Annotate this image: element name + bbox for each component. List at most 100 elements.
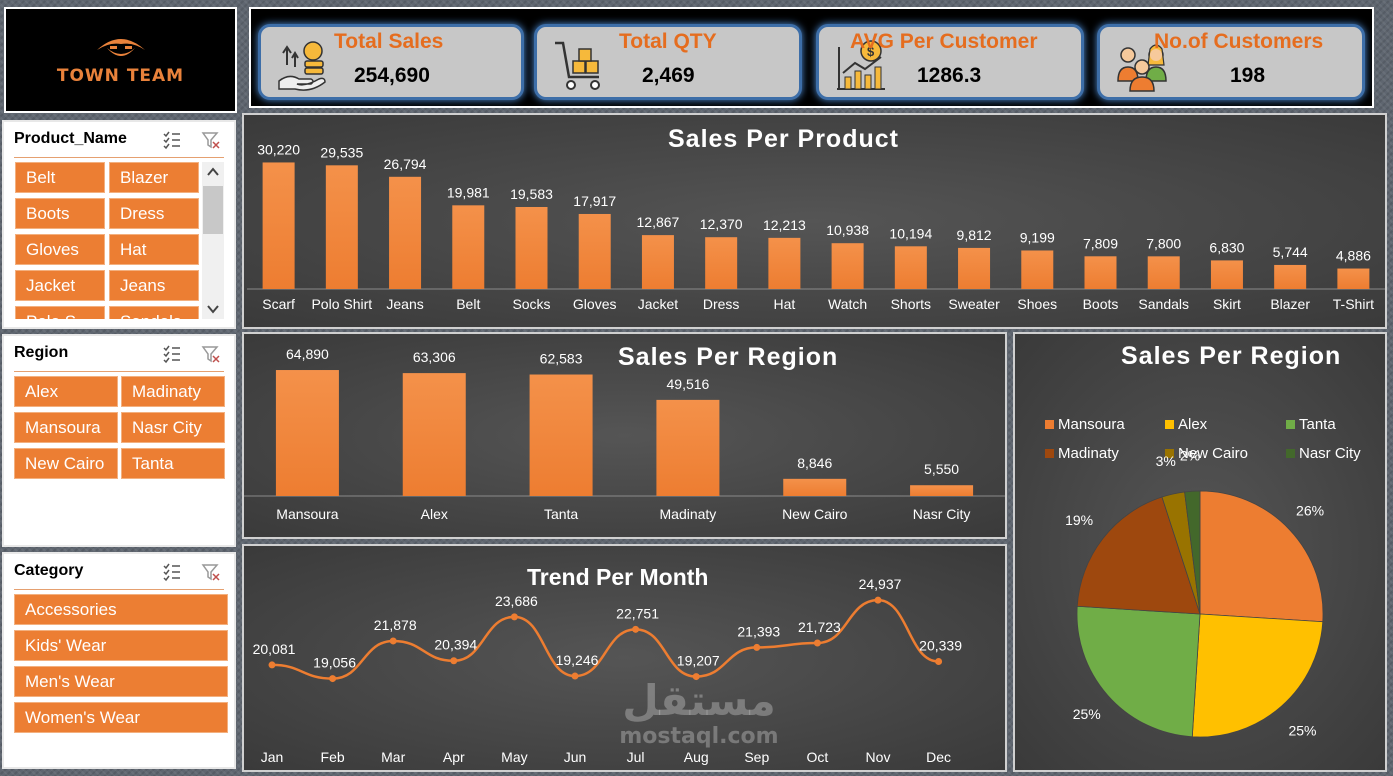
x-tick-label: Mar — [381, 749, 405, 765]
legend-swatch-madinaty — [1045, 449, 1054, 458]
data-label: 9,199 — [1020, 229, 1055, 245]
chevron-up-icon[interactable] — [207, 167, 219, 177]
kpi-title: Total Sales — [334, 30, 444, 53]
multi-select-icon[interactable] — [162, 130, 182, 150]
cart-boxes-icon — [555, 41, 600, 90]
slicer-item-madinaty[interactable]: Madinaty — [121, 376, 225, 407]
slicer-item-nasr-city[interactable]: Nasr City — [121, 412, 225, 443]
legend-swatch-alex — [1165, 420, 1174, 429]
chart-coin-icon: $ — [837, 40, 885, 90]
data-label: 20,339 — [919, 637, 962, 653]
slicer-item-jeans[interactable]: Jeans — [109, 270, 199, 301]
data-label: 21,878 — [374, 617, 417, 633]
slicer-item-sandals[interactable]: Sandals — [109, 306, 199, 319]
bar-alex — [402, 373, 466, 496]
bar-jeans — [389, 176, 422, 289]
sales-money-icon — [278, 41, 326, 91]
x-tick-label: T-Shirt — [1333, 296, 1374, 312]
sales-per-product-panel: 30,220 Scarf 29,535 Polo Shirt 26,794 Jeans 19… — [242, 113, 1387, 329]
data-label: 20,394 — [434, 637, 477, 653]
slicer-item-dress[interactable]: Dress — [109, 198, 199, 229]
slice-label: 25% — [1288, 722, 1316, 738]
bar-boots — [1084, 256, 1117, 289]
data-point — [692, 673, 700, 681]
slicer-item-hat[interactable]: Hat — [109, 234, 199, 265]
x-tick-label: Watch — [828, 296, 867, 312]
slicer-item-polo-shirt[interactable]: Polo S — [15, 306, 105, 319]
x-tick-label: Shoes — [1017, 296, 1057, 312]
data-label: 12,370 — [700, 216, 743, 232]
pie-slice-alex — [1191, 613, 1324, 738]
slicer-item-womens-wear[interactable]: Women's Wear — [14, 702, 228, 733]
bar-shoes — [1021, 250, 1054, 289]
data-label: 64,890 — [286, 346, 329, 362]
bar-sweater — [958, 247, 991, 289]
scrollbar-thumb[interactable] — [203, 186, 223, 234]
legend-label: Tanta — [1299, 416, 1336, 433]
data-label: 17,917 — [573, 193, 616, 209]
slicer-item-alex[interactable]: Alex — [14, 376, 118, 407]
slicer-item-blazer[interactable]: Blazer — [109, 162, 199, 193]
kpi-card-total-qty: Total QTY 2,469 — [534, 24, 802, 100]
slicer-item-boots[interactable]: Boots — [15, 198, 105, 229]
x-tick-label: Shorts — [891, 296, 931, 312]
slicer-item-gloves[interactable]: Gloves — [15, 234, 105, 265]
trend-line — [271, 598, 939, 680]
chevron-down-icon[interactable] — [207, 304, 219, 314]
bar-hat — [768, 237, 801, 289]
data-label: 24,937 — [859, 576, 902, 592]
slicer-item-kids-wear[interactable]: Kids' Wear — [14, 630, 228, 661]
sales-per-region-pie-chart: Mansoura Alex Tanta Madinaty New Cairo Nasr C… — [1045, 416, 1361, 738]
bar-new-cairo — [783, 478, 847, 496]
x-tick-label: Scarf — [262, 296, 295, 312]
data-point — [874, 596, 882, 604]
pie-slice-madinaty — [1076, 496, 1201, 615]
bar-polo-shirt — [325, 165, 358, 289]
slicer-scrollbar[interactable] — [202, 162, 224, 319]
data-label: 10,194 — [889, 225, 932, 241]
slicer-header: Region — [14, 344, 69, 361]
x-tick-label: Tanta — [544, 506, 578, 522]
slicer-item-mansoura[interactable]: Mansoura — [14, 412, 118, 443]
bar-sandals — [1147, 256, 1180, 289]
x-tick-label: Jul — [627, 749, 645, 765]
data-label: 9,812 — [957, 227, 992, 243]
region-slicer: Region Alex Madinaty Mansoura Nasr City … — [2, 334, 236, 547]
clear-filter-icon[interactable] — [201, 344, 221, 364]
x-tick-label: Dec — [926, 749, 951, 765]
multi-select-icon[interactable] — [162, 562, 182, 582]
kpi-value: 254,690 — [354, 64, 430, 87]
kpi-title: No.of Customers — [1154, 30, 1324, 53]
x-tick-label: Alex — [421, 506, 448, 522]
slicer-item-accessories[interactable]: Accessories — [14, 594, 228, 625]
x-tick-label: Sandals — [1138, 296, 1189, 312]
data-label: 62,583 — [540, 351, 583, 367]
slicer-item-mens-wear[interactable]: Men's Wear — [14, 666, 228, 697]
clear-filter-icon[interactable] — [201, 130, 221, 150]
slicer-divider — [14, 589, 224, 590]
slicer-item-tanta[interactable]: Tanta — [121, 448, 225, 479]
trend-per-month-panel: 20,081 Jan 19,056 Feb 21,878 Mar 20,394 Apr 23,6… — [242, 544, 1007, 772]
logo-mark-icon — [96, 39, 145, 56]
slicer-item-new-cairo[interactable]: New Cairo — [14, 448, 118, 479]
data-label: 21,723 — [798, 619, 841, 635]
x-tick-label: Hat — [773, 296, 795, 312]
bar-blazer — [1274, 264, 1307, 289]
data-label: 29,535 — [320, 144, 363, 160]
kpi-title: AVG Per Customer — [850, 30, 1038, 53]
data-point — [268, 661, 276, 669]
clear-filter-icon[interactable] — [201, 562, 221, 582]
slicer-item-belt[interactable]: Belt — [15, 162, 105, 193]
legend-label: Alex — [1178, 416, 1208, 433]
kpi-title: Total QTY — [619, 30, 717, 53]
multi-select-icon[interactable] — [162, 344, 182, 364]
slicer-item-jacket[interactable]: Jacket — [15, 270, 105, 301]
x-tick-label: Sep — [744, 749, 769, 765]
trend-per-month-chart: 20,081 Jan 19,056 Feb 21,878 Mar 20,394 Apr 23,6… — [253, 576, 963, 765]
data-point — [510, 613, 518, 621]
data-label: 7,809 — [1083, 235, 1118, 251]
x-tick-label: Nov — [866, 749, 891, 765]
data-point — [935, 657, 943, 665]
legend-swatch-tanta — [1286, 420, 1295, 429]
x-tick-label: Jacket — [638, 296, 679, 312]
